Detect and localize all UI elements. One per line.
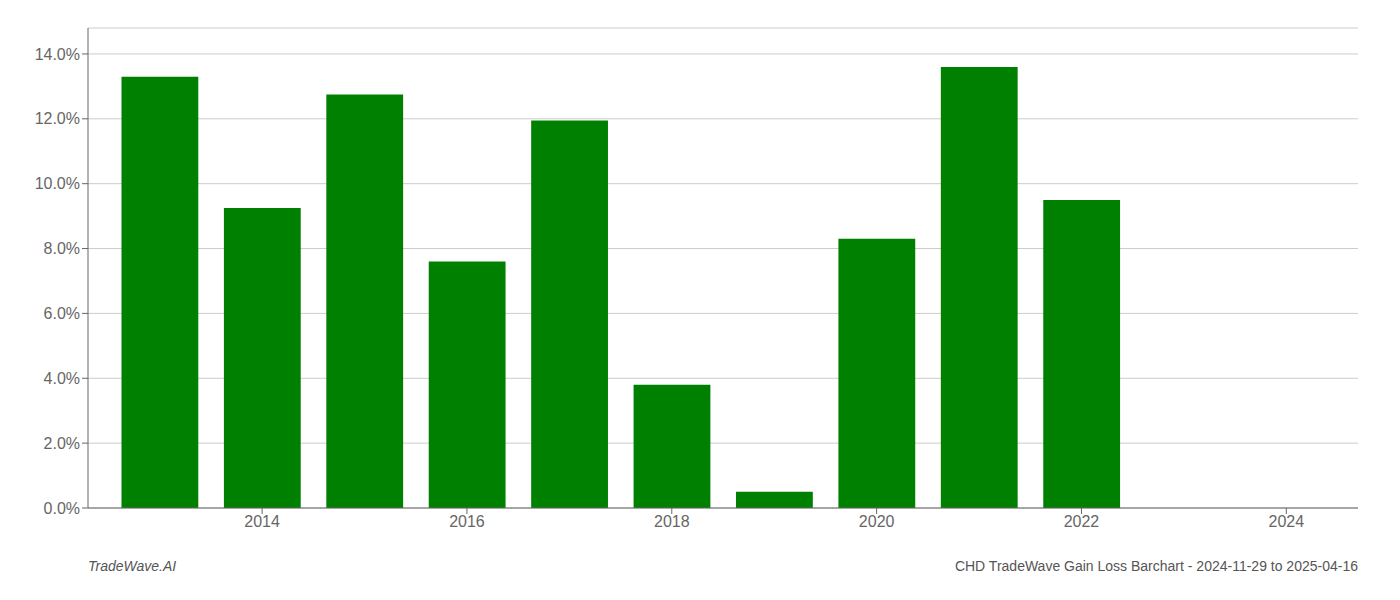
svg-text:2014: 2014 [244,513,280,530]
svg-text:10.0%: 10.0% [35,175,80,192]
svg-text:2022: 2022 [1064,513,1100,530]
svg-text:2024: 2024 [1269,513,1305,530]
svg-text:2018: 2018 [654,513,690,530]
svg-text:4.0%: 4.0% [44,370,80,387]
svg-text:2016: 2016 [449,513,485,530]
svg-text:0.0%: 0.0% [44,500,80,517]
svg-text:8.0%: 8.0% [44,240,80,257]
svg-text:14.0%: 14.0% [35,46,80,63]
svg-text:2020: 2020 [859,513,895,530]
svg-text:2.0%: 2.0% [44,435,80,452]
svg-text:6.0%: 6.0% [44,305,80,322]
html-text:CHD TradeWave Gain Loss Barcha: CHD TradeWave Gain Loss Barchart - 2024-… [954,558,1358,574]
svg-text:12.0%: 12.0% [35,110,80,127]
html-text:TradeWave.AI: TradeWave.AI [88,558,177,574]
